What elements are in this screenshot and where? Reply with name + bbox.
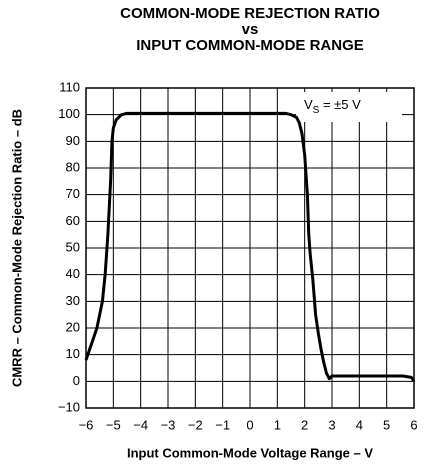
annotation-sub: S: [313, 105, 320, 116]
y-tick-label: −10: [58, 399, 80, 414]
y-tick-label: 0: [73, 373, 80, 388]
y-tick-label: 100: [58, 106, 80, 121]
y-tick-label: 90: [66, 133, 80, 148]
x-tick-label: −6: [79, 417, 94, 432]
x-tick-label: 0: [246, 417, 253, 432]
y-tick-label: 80: [66, 159, 80, 174]
x-tick-label: −4: [133, 417, 148, 432]
annotation-text: = ±5 V: [319, 97, 361, 112]
x-tick-label: 3: [328, 417, 335, 432]
y-tick-label: 40: [66, 266, 80, 281]
x-tick-label: −1: [215, 417, 230, 432]
chart-title: vs: [242, 21, 259, 38]
x-tick-label: 1: [274, 417, 281, 432]
x-tick-label: 2: [301, 417, 308, 432]
x-tick-label: −3: [161, 417, 176, 432]
annotation-box: [296, 92, 402, 122]
chart-title: INPUT COMMON-MODE RANGE: [136, 37, 364, 54]
y-tick-label: 110: [59, 79, 80, 94]
annotation: VS = ±5 V: [304, 97, 361, 115]
y-tick-label: 30: [66, 293, 80, 308]
y-tick-label: 50: [66, 239, 80, 254]
data-line: [84, 111, 416, 383]
x-axis-label: Input Common-Mode Voltage Range – V: [127, 445, 373, 460]
chart-title: COMMON-MODE REJECTION RATIO: [120, 5, 380, 22]
x-tick-label: −2: [188, 417, 203, 432]
y-tick-label: 20: [66, 319, 80, 334]
y-tick-label: 10: [66, 346, 80, 361]
x-tick-label: −5: [106, 417, 121, 432]
y-tick-label: 60: [66, 213, 80, 228]
y-axis-label: CMRR – Common-Mode Rejection Ratio – dB: [9, 109, 24, 387]
annotation-text: V: [304, 97, 313, 112]
x-tick-label: 4: [356, 417, 363, 432]
x-tick-label: 6: [410, 417, 417, 432]
plot-frame: [85, 87, 415, 409]
y-tick-label: 70: [66, 186, 80, 201]
x-tick-label: 5: [383, 417, 390, 432]
